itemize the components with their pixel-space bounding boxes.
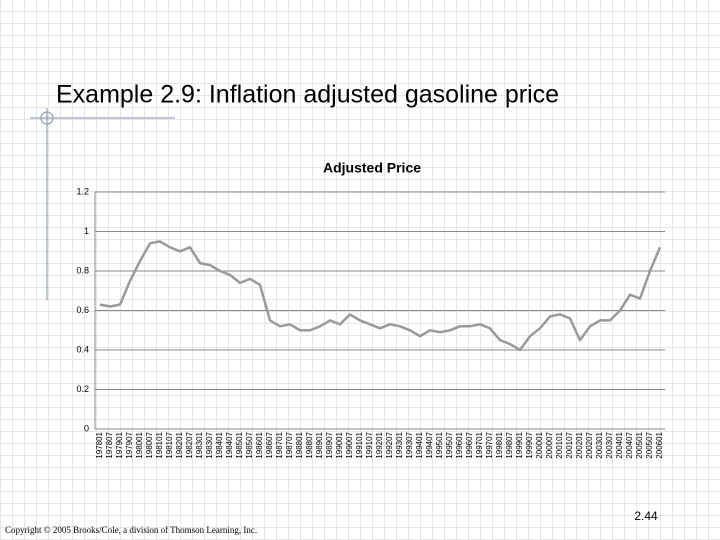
- x-tick-label: 200001: [535, 431, 544, 458]
- x-tick-label: 198001: [135, 431, 144, 458]
- x-tick-label: 198607: [265, 431, 274, 458]
- x-tick-label: 199401: [415, 431, 424, 458]
- x-tick-label: 200107: [565, 431, 574, 458]
- x-tick-label: 197907: [125, 431, 134, 458]
- x-tick-label: 199107: [365, 431, 374, 458]
- y-tick-label: 0.4: [76, 344, 89, 354]
- x-tick-label: 198507: [245, 431, 254, 458]
- page-number: 2.44: [634, 509, 658, 523]
- x-tick-label: 198801: [295, 431, 304, 458]
- x-tick-label: 200501: [635, 431, 644, 458]
- x-tick-label: 198307: [205, 431, 214, 458]
- x-tick-label: 200601: [655, 431, 664, 458]
- x-tick-label: 199607: [465, 431, 474, 458]
- x-tick-label: 198901: [315, 431, 324, 458]
- x-tick-label: 199801: [495, 431, 504, 458]
- slide-title: Example 2.9: Inflation adjusted gasoline…: [56, 81, 559, 109]
- x-tick-label: 197801: [95, 431, 104, 458]
- x-tick-label: 199901: [515, 431, 524, 458]
- y-tick-label: 0.2: [76, 384, 89, 394]
- x-tick-label: 200401: [615, 431, 624, 458]
- x-tick-label: 200507: [645, 431, 654, 458]
- x-tick-label: 198301: [195, 431, 204, 458]
- x-tick-label: 200207: [585, 431, 594, 458]
- y-tick-label: 0: [84, 423, 89, 433]
- x-tick-label: 200407: [625, 431, 634, 458]
- x-tick-label: 199001: [335, 431, 344, 458]
- x-tick-label: 198807: [305, 431, 314, 458]
- y-tick-label: 0.6: [76, 305, 89, 315]
- x-tick-label: 200201: [575, 431, 584, 458]
- x-tick-label: 199507: [445, 431, 454, 458]
- x-tick-label: 199207: [385, 431, 394, 458]
- y-tick-label: 1.2: [76, 186, 89, 196]
- x-tick-label: 198407: [225, 431, 234, 458]
- x-tick-label: 198007: [145, 431, 154, 458]
- y-tick-label: 1: [84, 226, 89, 236]
- x-tick-label: 198107: [165, 431, 174, 458]
- x-tick-label: 197807: [105, 431, 114, 458]
- x-tick-label: 200007: [545, 431, 554, 458]
- copyright: Copyright © 2005 Brooks/Cole, a division…: [5, 525, 257, 535]
- x-tick-label: 199701: [475, 431, 484, 458]
- x-tick-label: 199707: [485, 431, 494, 458]
- y-tick-label: 0.8: [76, 265, 89, 275]
- x-tick-label: 199101: [355, 431, 364, 458]
- x-tick-label: 198701: [275, 431, 284, 458]
- x-tick-label: 198101: [155, 431, 164, 458]
- x-tick-label: 200307: [605, 431, 614, 458]
- x-tick-label: 199301: [395, 431, 404, 458]
- x-tick-label: 199007: [345, 431, 354, 458]
- x-tick-label: 198501: [235, 431, 244, 458]
- x-tick-label: 199601: [455, 431, 464, 458]
- x-tick-label: 198207: [185, 431, 194, 458]
- x-tick-label: 198601: [255, 431, 264, 458]
- x-tick-label: 198707: [285, 431, 294, 458]
- x-tick-label: 199807: [505, 431, 514, 458]
- x-tick-label: 198401: [215, 431, 224, 458]
- x-tick-label: 200301: [595, 431, 604, 458]
- price-line: [99, 240, 662, 352]
- chart-title: Adjusted Price: [323, 160, 421, 176]
- x-tick-label: 198907: [325, 431, 334, 458]
- x-tick-label: 197901: [115, 431, 124, 458]
- x-tick-label: 199407: [425, 431, 434, 458]
- x-tick-label: 198201: [175, 431, 184, 458]
- x-tick-label: 199907: [525, 431, 534, 458]
- x-tick-label: 199501: [435, 431, 444, 458]
- x-tick-label: 199307: [405, 431, 414, 458]
- rule-circle: [40, 111, 54, 125]
- x-tick-label: 200101: [555, 431, 564, 458]
- x-tick-label: 199201: [375, 431, 384, 458]
